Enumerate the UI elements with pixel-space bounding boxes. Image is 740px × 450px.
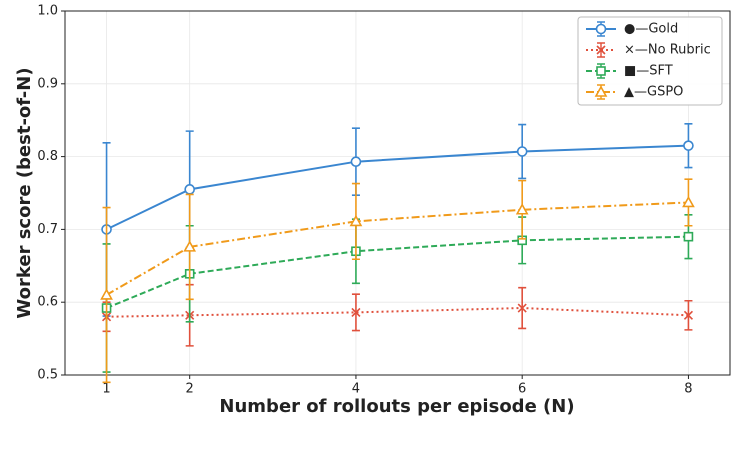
legend-box <box>577 16 723 106</box>
marker <box>517 303 527 313</box>
x-tick-label: 4 <box>352 382 360 397</box>
x-tick-label: 8 <box>684 382 692 397</box>
y-tick-label: 0.9 <box>37 76 58 91</box>
y-tick-label: 0.7 <box>37 222 58 237</box>
y-tick-label: 0.8 <box>37 149 58 164</box>
y-tick-label: 1.0 <box>37 4 58 19</box>
marker <box>184 184 195 195</box>
series <box>100 178 695 384</box>
legend-marker <box>594 85 608 97</box>
marker <box>683 310 694 320</box>
y-tick-label: 0.5 <box>37 368 58 383</box>
marker <box>683 140 694 151</box>
x-tick-label: 1 <box>102 382 110 397</box>
marker <box>349 214 363 227</box>
legend: ●—Gold ×—No Rubric ■—SFT ▲—GSPO <box>577 16 723 106</box>
marker <box>350 156 362 167</box>
marker <box>183 240 197 252</box>
y-tick-label: 0.6 <box>37 295 58 310</box>
marker <box>516 146 528 157</box>
line <box>106 201 689 296</box>
x-tick-label: 2 <box>186 382 194 397</box>
marker <box>683 231 694 242</box>
marker <box>682 195 695 208</box>
legend-label: ●—Gold <box>624 22 678 37</box>
legend-marker <box>595 23 607 35</box>
legend-label: ▲—GSPO <box>624 85 683 100</box>
legend-label: ■—SFT <box>624 64 673 79</box>
legend-label: ×—No Rubric <box>624 43 711 58</box>
marker <box>351 307 361 317</box>
marker <box>515 203 529 215</box>
marker <box>100 288 113 300</box>
y-axis-title: Worker score (best-of-N) <box>14 67 35 318</box>
series <box>101 123 694 317</box>
series <box>101 214 694 373</box>
plot-frame <box>64 10 731 376</box>
legend-marker <box>596 66 606 76</box>
x-tick-label: 6 <box>518 382 526 397</box>
legend-marker <box>596 45 606 55</box>
line <box>106 307 689 318</box>
x-axis-title: Number of rollouts per episode (N) <box>219 396 574 417</box>
series <box>101 283 694 347</box>
